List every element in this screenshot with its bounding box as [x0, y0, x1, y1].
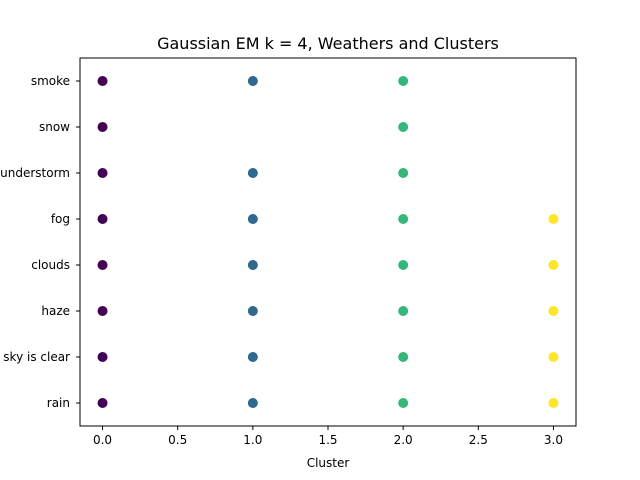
data-point-cluster-3-clouds — [548, 260, 559, 270]
data-point-cluster-0-clouds — [97, 260, 108, 270]
plot-area: 0.0 0.5 1.0 1.5 2.0 2.5 3.0 rain sky is clear haz… — [0, 57, 577, 447]
x-tick-label: 2.0 — [394, 433, 413, 447]
x-tick-label: 1.5 — [318, 433, 337, 447]
data-point-cluster-3-fog — [548, 214, 559, 224]
data-point-cluster-1-clouds — [247, 260, 258, 270]
x-tick-label: 1.0 — [243, 433, 262, 447]
data-point-cluster-0-haze — [97, 306, 108, 316]
x-tick-label: 2.5 — [469, 433, 488, 447]
data-point-cluster-0-smoke — [97, 76, 108, 86]
data-point-cluster-3-haze — [548, 306, 559, 316]
data-point-cluster-2-sky-is-clear — [398, 352, 409, 362]
data-point-cluster-0-snow — [97, 122, 108, 132]
data-point-cluster-2-snow — [398, 122, 409, 132]
y-tick-label: fog — [51, 212, 70, 226]
data-point-cluster-2-haze — [398, 306, 409, 316]
x-tick-label: 0.0 — [93, 433, 112, 447]
y-tick-label: smoke — [31, 74, 70, 88]
data-point-cluster-1-sky-is-clear — [247, 352, 258, 362]
data-point-cluster-1-rain — [247, 398, 258, 408]
data-point-cluster-0-sky-is-clear — [97, 352, 108, 362]
x-tick-label: 0.5 — [168, 433, 187, 447]
chart-title: Gaussian EM k = 4, Weathers and Clusters — [157, 34, 499, 53]
data-point-cluster-2-rain — [398, 398, 409, 408]
data-point-cluster-1-thunderstorm — [247, 168, 258, 178]
data-point-cluster-2-clouds — [398, 260, 409, 270]
data-point-cluster-1-haze — [247, 306, 258, 316]
data-point-cluster-1-smoke — [247, 76, 258, 86]
y-tick-label: thunderstorm — [0, 166, 70, 180]
y-tick-label: haze — [41, 304, 70, 318]
y-tick-label: clouds — [31, 258, 70, 272]
y-tick-label: rain — [47, 396, 70, 410]
data-point-cluster-3-sky-is-clear — [548, 352, 559, 362]
y-tick-label: sky is clear — [3, 350, 70, 364]
data-point-cluster-2-fog — [398, 214, 409, 224]
data-point-cluster-2-thunderstorm — [398, 168, 409, 178]
data-point-cluster-3-rain — [548, 398, 559, 408]
data-point-cluster-0-rain — [97, 398, 108, 408]
x-tick-label: 3.0 — [544, 433, 563, 447]
axes-frame — [79, 57, 577, 427]
data-point-cluster-1-fog — [247, 214, 258, 224]
y-tick-label: snow — [39, 120, 70, 134]
data-point-cluster-0-thunderstorm — [97, 168, 108, 178]
x-axis-label: Cluster — [307, 456, 350, 470]
data-point-cluster-2-smoke — [398, 76, 409, 86]
data-point-cluster-0-fog — [97, 214, 108, 224]
